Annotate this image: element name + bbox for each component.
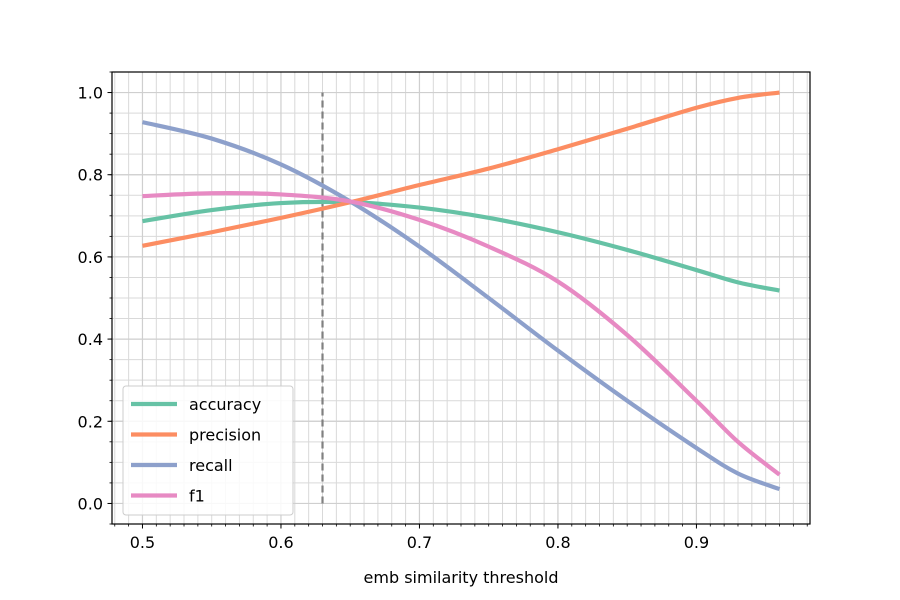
- y-tick-label: 0.2: [78, 412, 103, 431]
- x-axis-label: emb similarity threshold: [364, 568, 559, 587]
- y-tick-label: 0.0: [78, 494, 103, 513]
- series-line-accuracy: [142, 199, 780, 293]
- series-layer: [141, 90, 781, 504]
- x-tick-label: 0.6: [268, 533, 293, 552]
- legend-box: [122, 385, 294, 516]
- x-tick-label: 0.9: [684, 533, 709, 552]
- ticks-layer: 0.5 0.6 0.7 0.8 0.9 0.0 0.2 0.4 0.6 0.8 1.0: [78, 71, 808, 552]
- series-line-recall: [141, 120, 781, 492]
- x-tick-label: 0.7: [407, 533, 432, 552]
- y-tick-label: 1.0: [78, 84, 103, 103]
- legend-label-precision: precision: [189, 426, 261, 445]
- legend-label-f1: f1: [189, 487, 205, 506]
- series-line-precision: [142, 90, 780, 248]
- legend: accuracy precision recall f1: [122, 385, 294, 516]
- x-tick-label: 0.5: [130, 533, 155, 552]
- series-line-f1: [142, 191, 781, 477]
- legend-label-accuracy: accuracy: [189, 395, 261, 414]
- legend-label-recall: recall: [189, 456, 233, 475]
- y-tick-label: 0.6: [78, 248, 103, 267]
- x-tick-label: 0.8: [545, 533, 570, 552]
- y-tick-label: 0.4: [78, 330, 103, 349]
- y-tick-label: 0.8: [78, 166, 103, 185]
